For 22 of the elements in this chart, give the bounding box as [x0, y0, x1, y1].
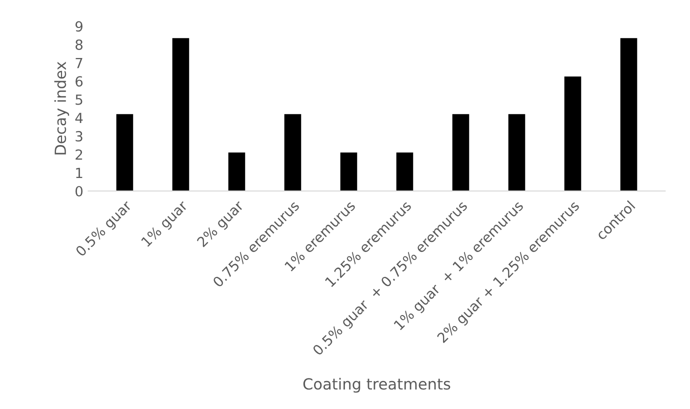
bar — [284, 114, 302, 191]
y-tick-label: 7 — [76, 58, 82, 68]
y-tick-label: 1 — [76, 168, 82, 178]
x-axis-title: Coating treatments — [303, 378, 450, 393]
bar — [452, 114, 470, 191]
bar — [116, 114, 134, 191]
y-tick-label: 5 — [76, 94, 82, 105]
bar — [172, 38, 190, 191]
bar — [340, 152, 358, 191]
y-tick-label: 0 — [76, 186, 83, 196]
bar — [396, 152, 414, 191]
bar — [508, 114, 526, 191]
bar — [228, 152, 246, 191]
bar — [564, 76, 582, 191]
y-tick-label: 3 — [76, 131, 82, 142]
y-tick-label: 8 — [76, 39, 83, 50]
y-tick-label: 4 — [75, 112, 83, 124]
y-tick-label: 9 — [75, 21, 82, 32]
y-tick-label: 2 — [76, 149, 82, 160]
bar — [620, 38, 638, 191]
y-tick-label: 6 — [76, 76, 83, 87]
y-axis-title: Decay index — [54, 62, 70, 154]
